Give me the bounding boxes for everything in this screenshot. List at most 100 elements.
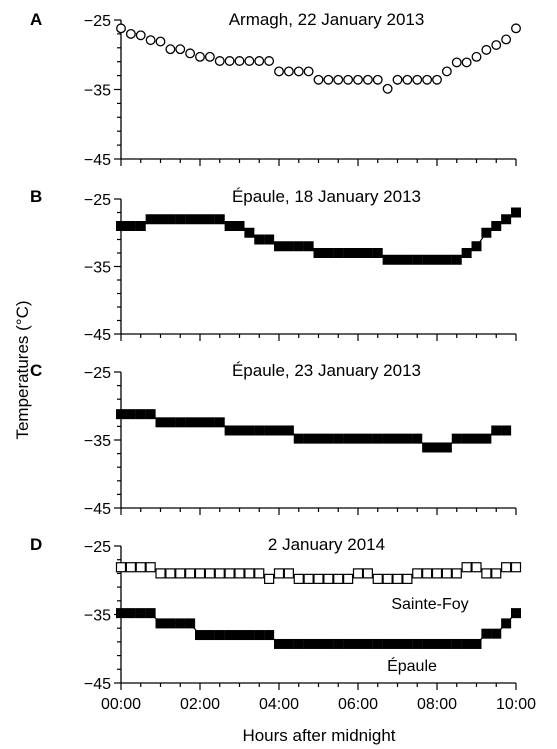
data-point <box>185 568 196 579</box>
data-point <box>441 66 452 77</box>
data-point <box>165 618 176 629</box>
x-tick-label: 00:00 <box>101 696 141 713</box>
data-point <box>244 227 255 238</box>
data-point <box>274 66 284 77</box>
data-point <box>343 74 354 85</box>
data-point <box>353 248 363 258</box>
data-point <box>224 568 235 579</box>
data-point <box>352 568 364 579</box>
data-point <box>461 433 472 444</box>
data-point <box>353 433 363 444</box>
data-point <box>362 74 373 85</box>
data-point <box>412 433 423 444</box>
data-point <box>422 638 433 649</box>
data-point <box>264 425 275 436</box>
data-point <box>491 425 502 436</box>
data-point <box>234 56 245 66</box>
data-point <box>372 248 383 258</box>
chart-panels: −25−35−45A Armagh, 22 January 2013−25−35−… <box>30 10 536 713</box>
data-point <box>254 56 265 66</box>
data-point <box>155 568 166 579</box>
data-point <box>323 573 334 584</box>
data-point <box>323 638 334 649</box>
data-point <box>392 638 403 649</box>
data-point <box>195 214 205 225</box>
data-point <box>422 568 433 579</box>
data-point <box>372 433 383 444</box>
y-tick-label: −45 <box>84 327 111 344</box>
data-point <box>204 568 215 579</box>
data-point <box>392 573 403 584</box>
data-point <box>214 630 225 641</box>
data-point <box>155 417 166 428</box>
panel-title: 2 January 2014 <box>268 535 385 554</box>
data-point <box>481 433 492 444</box>
data-point <box>244 425 255 436</box>
data-point <box>303 433 314 444</box>
data-point <box>441 638 452 649</box>
data-point <box>412 74 423 85</box>
y-tick-label: −25 <box>84 192 111 209</box>
data-point <box>293 241 304 252</box>
data-point <box>204 214 215 225</box>
data-point <box>155 36 166 47</box>
y-tick-label: −45 <box>84 501 111 518</box>
data-point <box>293 66 304 77</box>
data-point <box>145 214 156 225</box>
data-point <box>234 630 245 641</box>
data-point <box>274 241 284 252</box>
panel-letter: C <box>30 361 42 380</box>
data-point <box>195 630 205 641</box>
y-tick-label: −45 <box>84 152 111 169</box>
data-point <box>323 248 334 258</box>
y-tick-label: −35 <box>84 260 111 277</box>
data-point <box>501 425 512 436</box>
data-point <box>412 254 423 265</box>
data-point <box>333 248 344 258</box>
panel-title: Épaule, 23 January 2013 <box>232 361 421 380</box>
data-point <box>204 51 215 62</box>
data-point <box>382 254 393 265</box>
data-point <box>214 417 225 428</box>
data-point <box>382 83 393 94</box>
data-point <box>254 425 265 436</box>
data-point <box>264 56 275 66</box>
data-point <box>362 433 373 444</box>
data-point <box>441 442 452 453</box>
data-point <box>471 638 482 649</box>
data-point <box>362 568 373 579</box>
data-point <box>372 638 383 649</box>
data-point <box>471 433 482 444</box>
data-point <box>333 74 344 85</box>
x-tick-label: 06:00 <box>338 696 378 713</box>
data-point <box>234 568 245 579</box>
data-point <box>412 638 423 649</box>
data-point <box>135 562 146 573</box>
data-point <box>244 56 255 66</box>
data-point <box>382 573 393 584</box>
data-point <box>422 442 433 453</box>
data-point <box>274 638 284 649</box>
y-tick-label: −25 <box>84 539 111 556</box>
data-point <box>343 573 354 584</box>
data-point <box>185 48 196 59</box>
data-point <box>451 638 462 649</box>
data-point <box>343 248 354 258</box>
data-point <box>451 433 462 444</box>
data-point <box>155 214 166 225</box>
data-point <box>116 409 126 420</box>
data-point <box>313 638 324 649</box>
data-point <box>491 221 502 231</box>
y-tick-label: −45 <box>84 676 111 693</box>
data-point <box>185 214 196 225</box>
data-point <box>135 221 146 231</box>
data-point <box>283 638 294 649</box>
data-point <box>224 425 235 436</box>
data-point <box>224 221 235 231</box>
series-label: Épaule <box>387 656 437 675</box>
data-point <box>461 57 472 68</box>
panel-letter: B <box>30 187 42 206</box>
data-point <box>244 568 255 579</box>
data-point <box>234 221 245 231</box>
data-point <box>165 417 176 428</box>
